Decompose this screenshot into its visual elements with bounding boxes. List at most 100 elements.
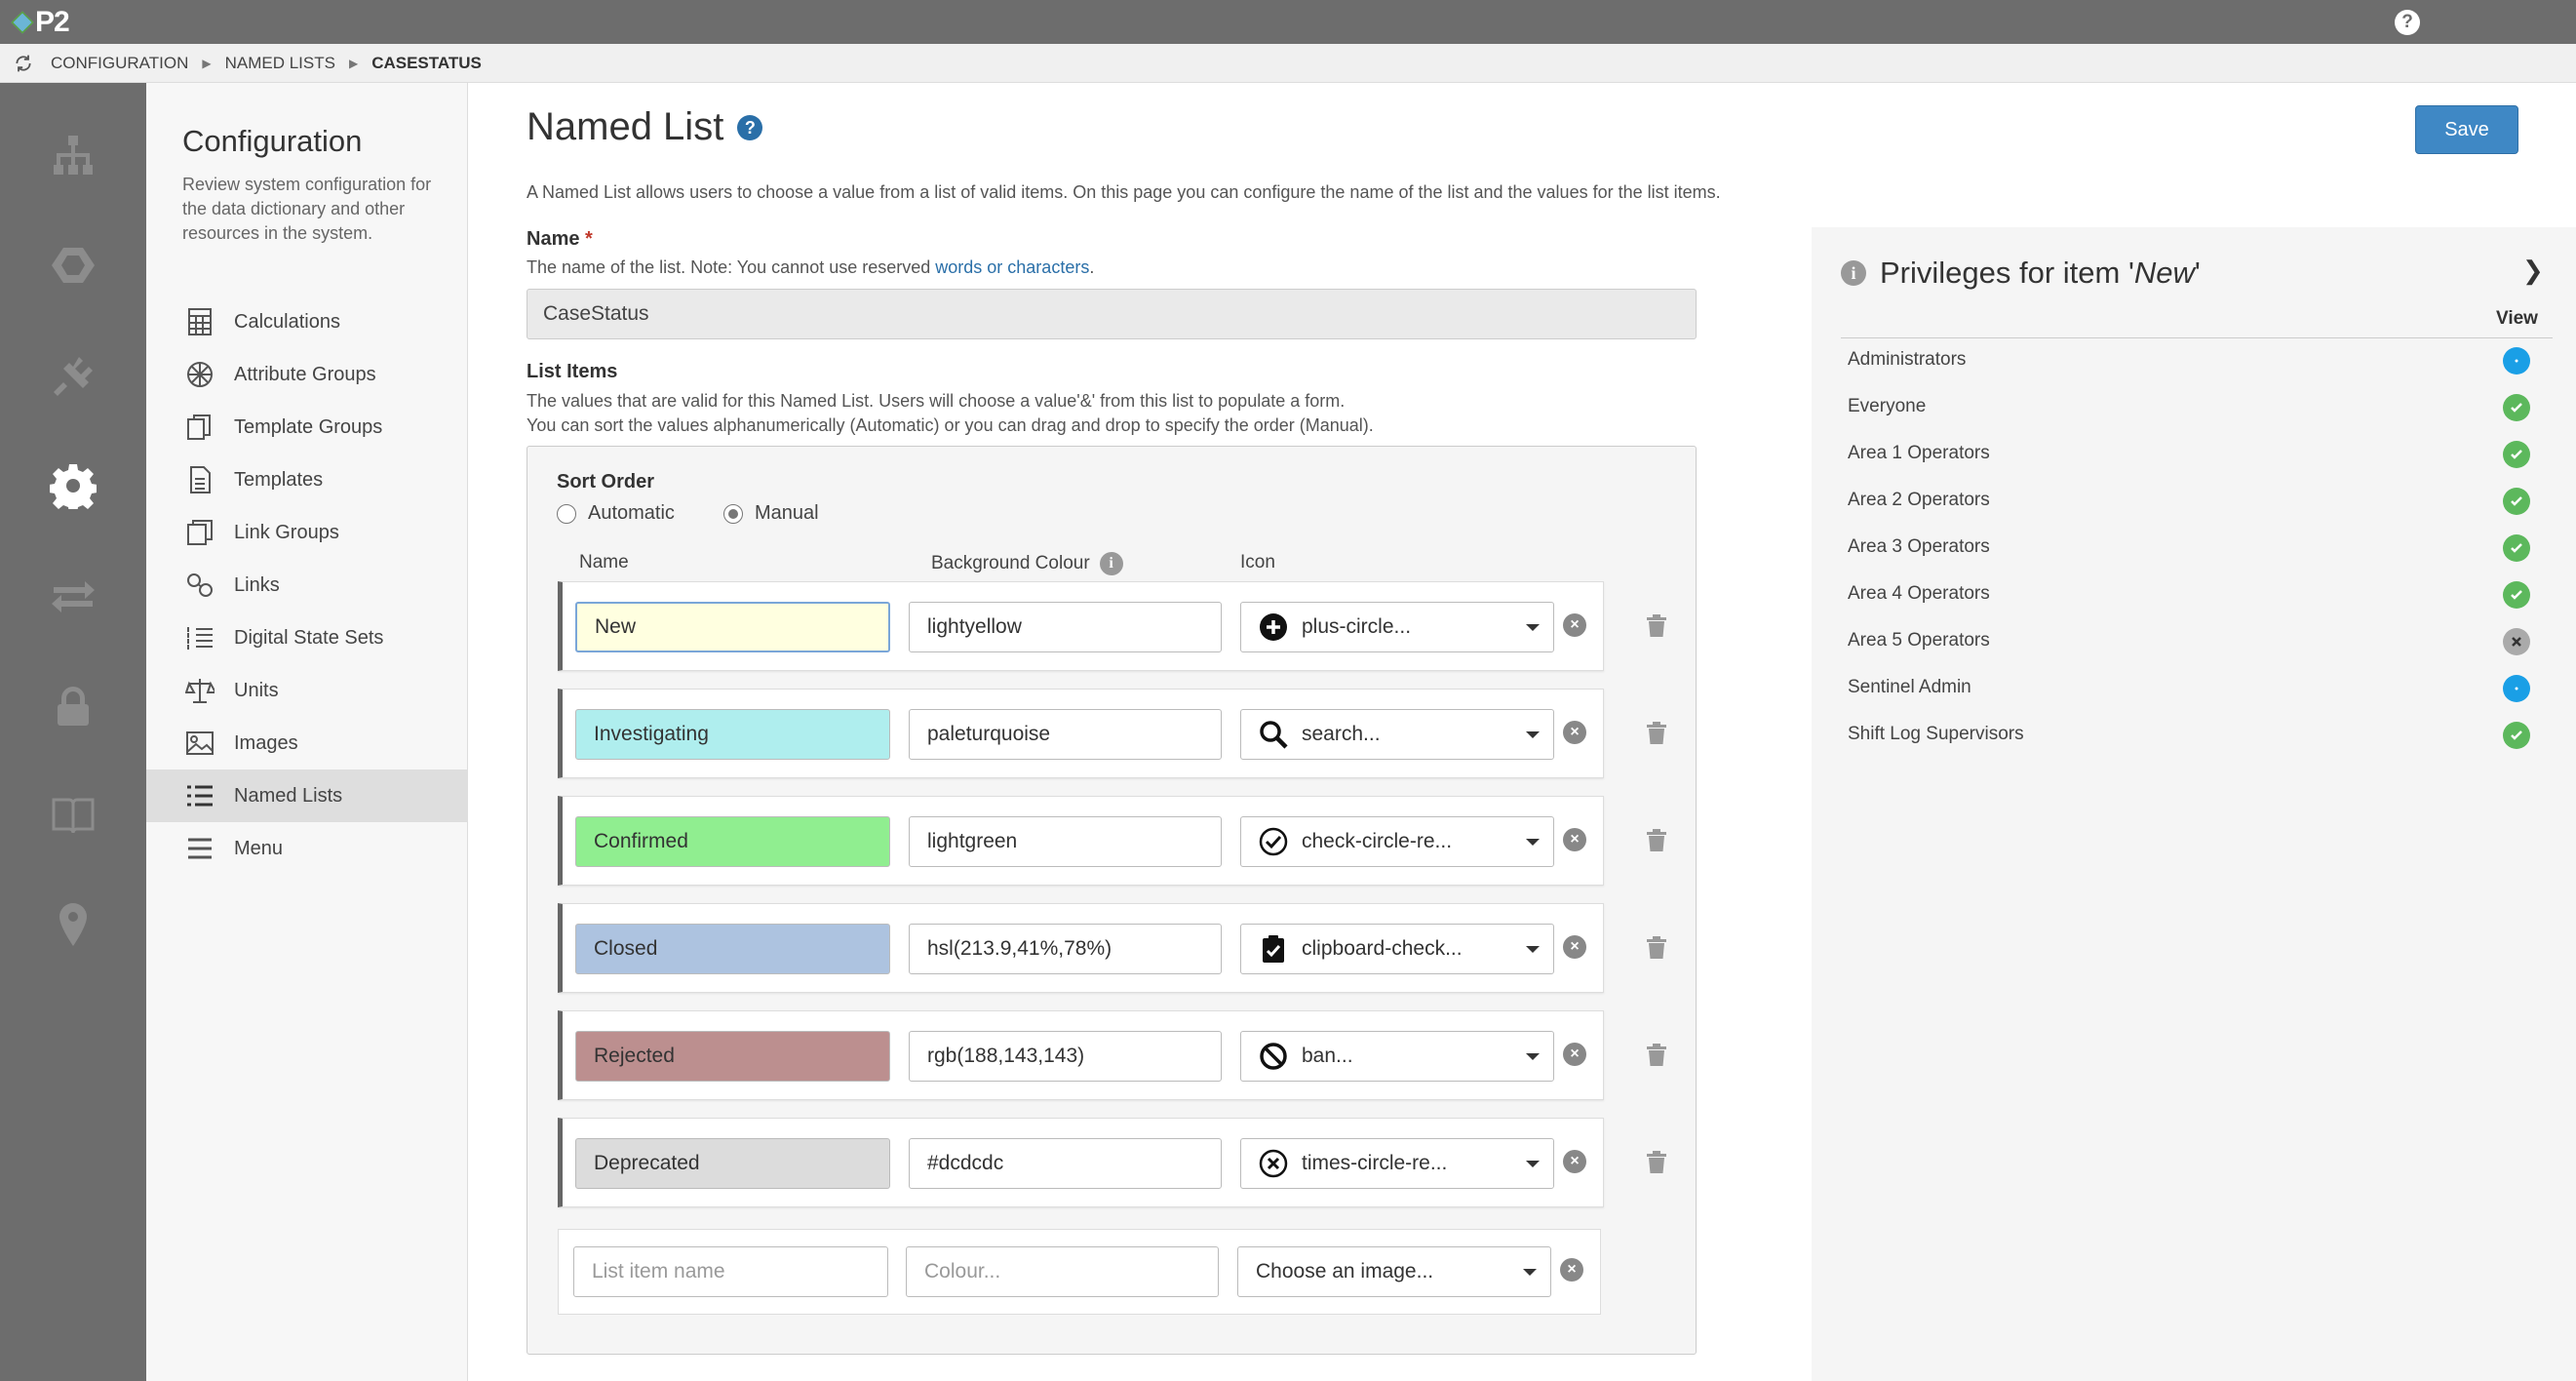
item-icon-select[interactable]: ban...	[1240, 1031, 1554, 1082]
privilege-allow-toggle[interactable]	[2503, 488, 2530, 515]
hexagon-icon[interactable]	[44, 236, 102, 295]
new-item-colour-input[interactable]: Colour...	[906, 1246, 1219, 1297]
privilege-inherit-toggle[interactable]	[2503, 675, 2530, 702]
sidebar-title: Configuration	[182, 124, 363, 158]
book-icon[interactable]	[44, 786, 102, 845]
gear-icon[interactable]	[44, 456, 102, 515]
configuration-sidebar: Configuration Review system configuratio…	[146, 83, 468, 1381]
plug-icon[interactable]	[44, 347, 102, 406]
sidebar-item-links[interactable]: Links	[146, 559, 468, 612]
item-colour-field[interactable]: rgb(188,143,143)	[909, 1031, 1222, 1082]
item-name-field[interactable]: Investigating	[575, 709, 890, 760]
sidebar-item-images[interactable]: Images	[146, 717, 468, 769]
privilege-allow-toggle[interactable]	[2503, 534, 2530, 562]
list-name-field[interactable]: CaseStatus	[527, 289, 1697, 339]
sidebar-item-label: Template Groups	[234, 415, 383, 438]
sort-automatic-label[interactable]: Automatic	[588, 502, 675, 524]
new-item-icon-select[interactable]: Choose an image...	[1237, 1246, 1551, 1297]
item-icon-select[interactable]: clipboard-check...	[1240, 924, 1554, 974]
item-icon-select[interactable]: plus-circle...	[1240, 602, 1554, 652]
trash-icon[interactable]	[1646, 828, 1667, 851]
clear-icon[interactable]: ×	[1560, 1258, 1583, 1282]
breadcrumb-named-lists[interactable]: NAMED LISTS	[224, 53, 335, 72]
sidebar-item-attribute-groups[interactable]: Attribute Groups	[146, 348, 468, 401]
save-button[interactable]: Save	[2415, 105, 2518, 154]
item-colour-field[interactable]: paleturquoise	[909, 709, 1222, 760]
sidebar-item-template-groups[interactable]: Template Groups	[146, 401, 468, 454]
breadcrumb-current: CASESTATUS	[371, 53, 482, 72]
item-icon-select[interactable]: search...	[1240, 709, 1554, 760]
privileges-title-suffix: '	[2194, 256, 2201, 290]
clipboard-check-icon	[1259, 934, 1288, 964]
item-name-field[interactable]: New	[575, 602, 890, 652]
refresh-icon[interactable]	[14, 54, 33, 73]
breadcrumb-separator-icon: ▶	[202, 56, 212, 70]
sidebar-item-link-groups[interactable]: Link Groups	[146, 506, 468, 559]
trash-icon[interactable]	[1646, 1043, 1667, 1066]
trash-icon[interactable]	[1646, 1150, 1667, 1173]
attribute-groups-icon	[187, 362, 213, 387]
calculator-icon	[188, 308, 212, 335]
chevron-right-icon[interactable]: ❯	[2522, 256, 2544, 285]
sidebar-item-menu[interactable]: Menu	[146, 822, 468, 875]
item-icon-select[interactable]: times-circle-re...	[1240, 1138, 1554, 1189]
item-name-field[interactable]: Confirmed	[575, 816, 890, 867]
item-colour-field[interactable]: lightgreen	[909, 816, 1222, 867]
privilege-allow-toggle[interactable]	[2503, 441, 2530, 468]
column-header-background-text: Background Colour	[931, 553, 1090, 573]
sidebar-item-label: Digital State Sets	[234, 626, 384, 649]
privilege-deny-toggle[interactable]	[2503, 628, 2530, 655]
sidebar-item-label: Menu	[234, 837, 284, 859]
hierarchy-icon[interactable]	[44, 126, 102, 184]
new-item-name-input[interactable]: List item name	[573, 1246, 888, 1297]
item-name-field[interactable]: Closed	[575, 924, 890, 974]
sidebar-item-calculations[interactable]: Calculations	[146, 296, 468, 348]
question-circle-icon[interactable]: ?	[737, 114, 763, 140]
lock-icon[interactable]	[44, 677, 102, 735]
times-circle-icon	[1259, 1149, 1288, 1178]
item-name-field[interactable]: Deprecated	[575, 1138, 890, 1189]
item-icon-label: search...	[1302, 723, 1381, 745]
breadcrumb-configuration[interactable]: CONFIGURATION	[51, 53, 189, 72]
sidebar-item-digital-state-sets[interactable]: Digital State Sets	[146, 612, 468, 664]
map-marker-icon[interactable]	[44, 895, 102, 954]
sidebar-item-templates[interactable]: Templates	[146, 454, 468, 506]
sort-order-options: Automatic Manual	[557, 502, 819, 525]
item-icon-select[interactable]: check-circle-re...	[1240, 816, 1554, 867]
item-name-field[interactable]: Rejected	[575, 1031, 890, 1082]
item-colour-field[interactable]: lightyellow	[909, 602, 1222, 652]
clear-icon[interactable]: ×	[1563, 1043, 1586, 1066]
sort-manual-radio[interactable]	[722, 503, 743, 524]
chevron-down-icon	[1526, 624, 1540, 631]
sort-manual-label[interactable]: Manual	[754, 502, 819, 524]
clear-icon[interactable]: ×	[1563, 935, 1586, 959]
item-icon-label: times-circle-re...	[1302, 1152, 1448, 1174]
info-icon[interactable]: i	[1099, 552, 1123, 575]
clear-icon[interactable]: ×	[1563, 613, 1586, 637]
trash-icon[interactable]	[1646, 721, 1667, 744]
privilege-inherit-toggle[interactable]	[2503, 347, 2530, 375]
sidebar-item-named-lists[interactable]: Named Lists	[146, 769, 468, 822]
clear-icon[interactable]: ×	[1563, 828, 1586, 851]
help-icon[interactable]: ?	[2395, 10, 2420, 35]
privilege-allow-toggle[interactable]	[2503, 722, 2530, 749]
page-title: Named List	[527, 105, 724, 148]
breadcrumb-separator-icon: ▶	[348, 56, 359, 70]
sidebar-item-units[interactable]: Units	[146, 664, 468, 717]
p2-logo[interactable]: P2	[11, 6, 70, 39]
sort-automatic-radio[interactable]	[557, 503, 576, 524]
clear-icon[interactable]: ×	[1563, 1150, 1586, 1173]
trash-icon[interactable]	[1646, 613, 1667, 637]
privilege-allow-toggle[interactable]	[2503, 581, 2530, 609]
name-help-text: The name of the list. Note: You cannot u…	[527, 257, 936, 277]
reserved-words-link[interactable]: words or characters	[935, 257, 1090, 277]
link-groups-icon	[187, 520, 213, 545]
privilege-allow-toggle[interactable]	[2503, 394, 2530, 421]
trash-icon[interactable]	[1646, 935, 1667, 959]
list-items-help: The values that are valid for this Named…	[527, 389, 1374, 438]
item-colour-field[interactable]: hsl(213.9,41%,78%)	[909, 924, 1222, 974]
clear-icon[interactable]: ×	[1563, 721, 1586, 744]
exchange-icon[interactable]	[44, 568, 102, 626]
ban-icon	[1259, 1042, 1288, 1071]
item-colour-field[interactable]: #dcdcdc	[909, 1138, 1222, 1189]
